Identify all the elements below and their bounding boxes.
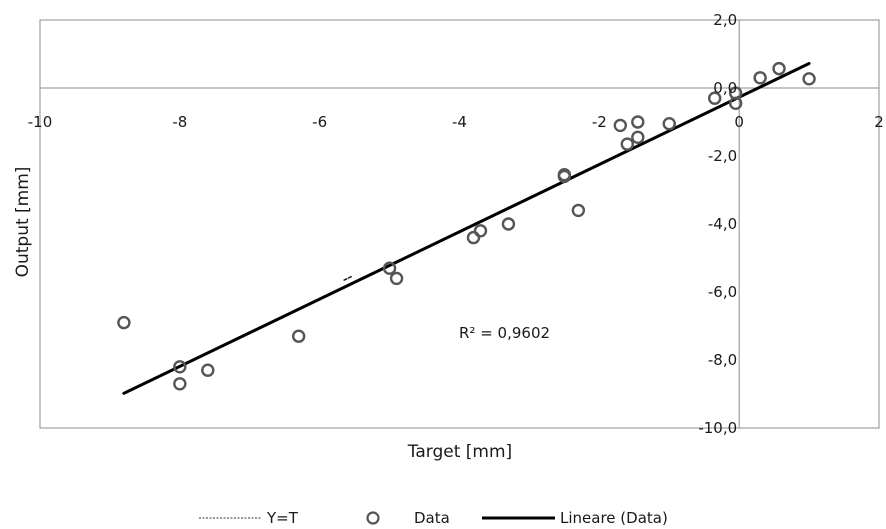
- data-point: [389, 271, 404, 286]
- y-tick-label: -8,0: [708, 351, 737, 369]
- data-point: [662, 116, 676, 131]
- r-squared-annotation: R² = 0,9602: [459, 324, 550, 342]
- y-tick-label: -6,0: [708, 283, 737, 301]
- data-point: [117, 315, 131, 330]
- data-point: [631, 115, 645, 129]
- y-tick-label: 0,0: [713, 79, 737, 97]
- y-axis-label: Output [mm]: [13, 167, 33, 278]
- x-tick-label: 0: [734, 113, 744, 131]
- data-point: [613, 118, 628, 133]
- y-tick-label: -4,0: [708, 215, 737, 233]
- data-point: [557, 169, 572, 184]
- data-point: [802, 72, 816, 86]
- data-point: [728, 96, 743, 111]
- x-tick-label: -4: [452, 113, 467, 131]
- data-point: [173, 377, 187, 391]
- x-tick-label: -10: [28, 113, 53, 131]
- x-tick-label: -6: [312, 113, 327, 131]
- x-tick-label: -2: [592, 113, 607, 131]
- legend: Y=T Data Lineare (Data): [199, 509, 668, 527]
- trendline: [122, 62, 811, 395]
- y-tick-labels: 2,0 0,0 -2,0 -4,0 -6,0 -8,0 -10,0: [698, 11, 737, 437]
- data-point: [382, 261, 397, 275]
- data-point: [466, 230, 481, 245]
- data-point: [201, 363, 215, 377]
- x-tick-labels: -10 -8 -6 -4 -2 0 2: [28, 113, 884, 131]
- x-axis-label: Target [mm]: [407, 442, 512, 462]
- data-point: [291, 329, 306, 343]
- data-point: [501, 217, 516, 231]
- series-layer: [117, 61, 816, 395]
- legend-label-y-equals-t: Y=T: [266, 509, 299, 527]
- legend-swatch-data: [366, 511, 380, 525]
- data-point: [772, 61, 786, 76]
- data-point: [473, 224, 488, 238]
- identity-line: [343, 275, 352, 281]
- legend-label-trendline: Lineare (Data): [560, 509, 668, 527]
- legend-label-data: Data: [414, 509, 450, 527]
- x-tick-label: 2: [874, 113, 884, 131]
- plot-area-border: [39, 19, 880, 429]
- data-point: [620, 137, 634, 151]
- data-point: [173, 360, 187, 374]
- data-point: [631, 130, 645, 145]
- y-tick-label: -2,0: [708, 147, 737, 165]
- y-tick-label: 2,0: [713, 11, 737, 29]
- data-point: [707, 91, 722, 105]
- data-point: [571, 203, 586, 218]
- data-point: [753, 71, 767, 85]
- y-tick-label: -10,0: [698, 419, 737, 437]
- x-tick-label: -8: [172, 113, 187, 131]
